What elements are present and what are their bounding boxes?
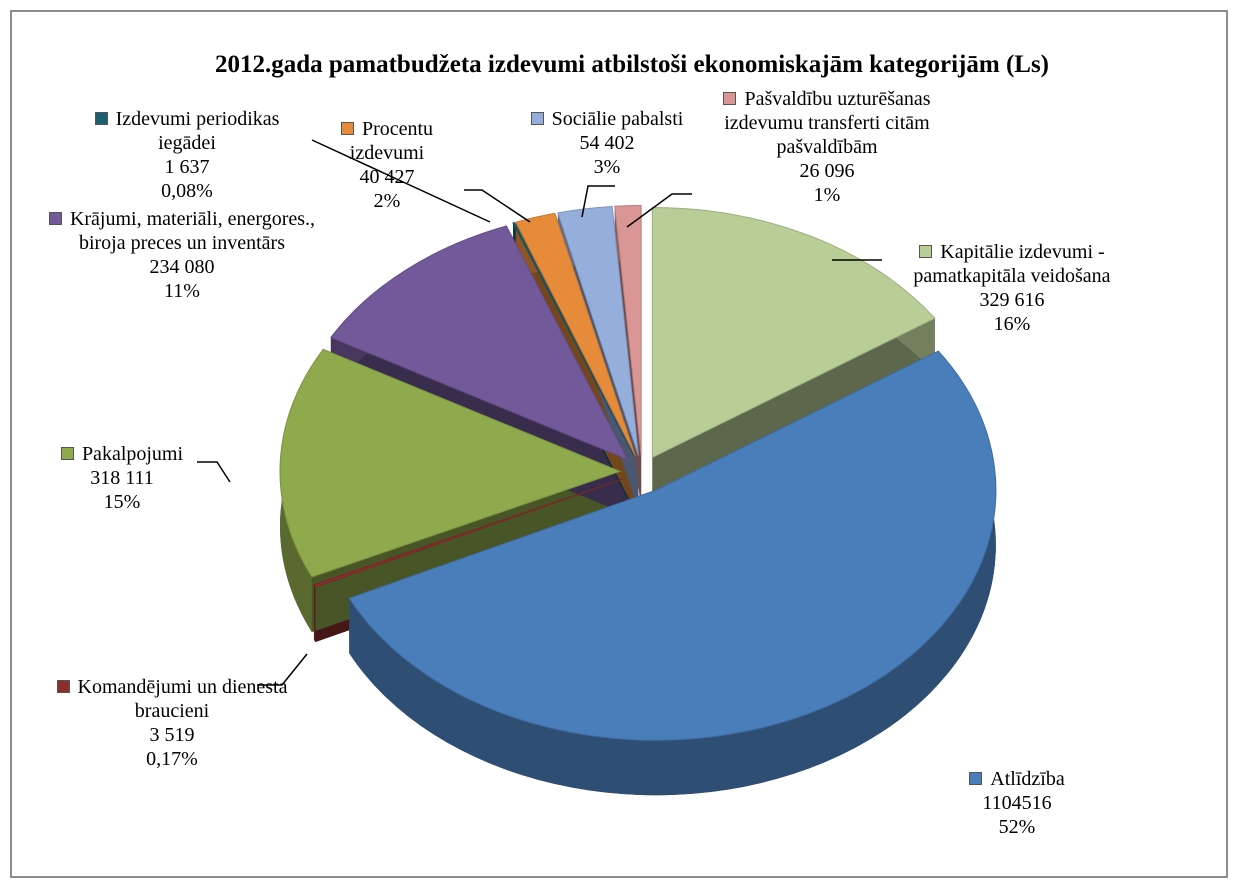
data-label: Sociālie pabalsti 54 402 3% — [502, 107, 712, 179]
leader-line — [464, 189, 531, 223]
slice — [348, 350, 997, 741]
slice-tops — [279, 205, 997, 741]
legend-marker — [340, 122, 354, 135]
data-label: Atlīdzība 1104516 52% — [942, 767, 1092, 839]
legend-marker — [530, 112, 544, 125]
category-label: Procentu izdevumi — [349, 118, 434, 164]
legend-marker — [56, 680, 70, 693]
percent-label: 3% — [593, 156, 621, 178]
category-label: Pašvaldību uzturēšanas izdevumu transfer… — [724, 88, 931, 158]
slice-side — [313, 584, 316, 643]
data-label: Pašvaldību uzturēšanas izdevumu transfer… — [702, 87, 952, 207]
data-label: Izdevumi periodikas iegādei 1 637 0,08% — [67, 107, 307, 203]
percent-label: 0,17% — [146, 748, 198, 770]
category-label: Izdevumi periodikas iegādei — [115, 108, 280, 154]
data-label: Komandējumi un dienesta braucieni 3 519 0,… — [37, 675, 307, 771]
leader-line — [197, 461, 231, 483]
category-label: Kapitālie izdevumi - pamatkapitāla veido… — [913, 241, 1111, 287]
slice — [614, 205, 642, 456]
legend-marker — [723, 92, 737, 105]
value-label: 3 519 — [149, 724, 195, 746]
category-label: Krājumi, materiāli, energores., biroja p… — [69, 208, 316, 254]
slice — [515, 212, 636, 457]
data-label: Pakalpojumi 318 111 15% — [37, 442, 207, 514]
chart-title: 2012.gada pamatbudžeta izdevumi atbilsto… — [214, 51, 1050, 78]
category-label: Atlīdzība — [990, 768, 1065, 790]
data-label: Krājumi, materiāli, energores., biroja p… — [42, 207, 322, 303]
percent-label: 2% — [373, 190, 401, 212]
slice — [313, 478, 623, 588]
value-label: 40 427 — [359, 166, 415, 188]
legend-marker — [48, 212, 62, 225]
value-label: 54 402 — [579, 132, 635, 154]
value-label: 1 637 — [164, 156, 210, 178]
slice — [330, 225, 629, 461]
leader-lines — [197, 139, 882, 686]
slice — [651, 206, 936, 459]
category-label: Komandējumi un dienesta braucieni — [77, 676, 288, 722]
value-label: 234 080 — [149, 256, 215, 278]
leader-line — [311, 139, 491, 223]
leader-line — [581, 185, 615, 218]
category-label: Sociālie pabalsti — [551, 108, 684, 130]
value-label: 26 096 — [799, 160, 855, 182]
leader-line — [626, 193, 692, 228]
percent-label: 0,08% — [161, 180, 213, 202]
percent-label: 11% — [164, 280, 200, 302]
category-label: Pakalpojumi — [81, 443, 184, 465]
legend-marker — [60, 447, 74, 460]
slice — [557, 205, 640, 456]
slice-wall — [330, 225, 628, 515]
value-label: 1104516 — [982, 792, 1052, 814]
data-label: Procentu izdevumi 40 427 2% — [307, 117, 467, 213]
percent-label: 16% — [993, 313, 1031, 335]
value-label: 329 616 — [979, 289, 1045, 311]
slice-wall — [652, 207, 935, 513]
leader-line — [257, 653, 308, 686]
legend-marker — [919, 245, 933, 258]
legend-marker — [94, 112, 108, 125]
slice — [279, 348, 622, 578]
percent-label: 52% — [998, 816, 1036, 838]
data-label: Kapitālie izdevumi - pamatkapitāla veido… — [892, 240, 1132, 336]
percent-label: 15% — [103, 491, 141, 513]
percent-label: 1% — [813, 184, 841, 206]
pie-area — [197, 139, 997, 796]
slice — [512, 221, 635, 457]
chart: 2012.gada pamatbudžeta izdevumi atbilsto… — [10, 10, 1228, 878]
value-label: 318 111 — [90, 467, 154, 489]
legend-marker — [969, 772, 983, 785]
